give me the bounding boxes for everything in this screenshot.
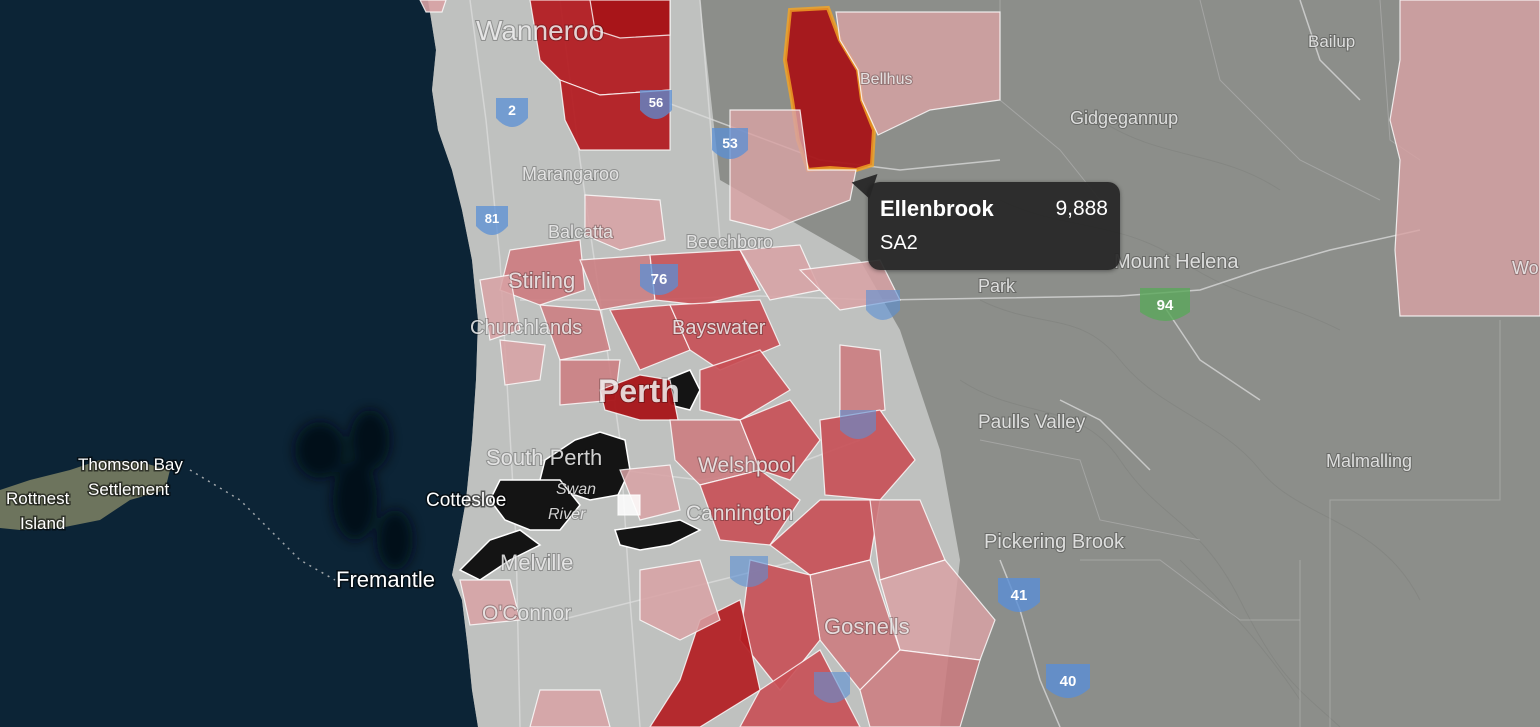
label-south-perth: South Perth bbox=[486, 445, 602, 470]
sa2-region[interactable] bbox=[739, 399, 821, 481]
hills-terrain bbox=[959, 119, 1421, 727]
route-56-shield: 56 bbox=[640, 90, 672, 119]
tooltip-region-value: 9,888 bbox=[1055, 197, 1108, 220]
label-gosnells: Gosnells bbox=[824, 614, 910, 639]
ferry-route bbox=[189, 469, 336, 581]
sa2-region[interactable] bbox=[539, 304, 611, 361]
route-40-shield: 40 bbox=[1046, 664, 1090, 698]
label-settlement: Settlement bbox=[88, 480, 170, 499]
label-rottnest: Rottnest bbox=[6, 489, 70, 508]
label-marangaroo: Marangaroo bbox=[522, 164, 619, 184]
route-81-shield: 81 bbox=[476, 206, 508, 235]
sa2-region[interactable] bbox=[584, 194, 666, 251]
label-cottesloe: Cottesloe bbox=[426, 490, 506, 511]
route-41-shield: 41 bbox=[998, 578, 1040, 612]
tooltip-region-type: SA2 bbox=[880, 232, 918, 254]
sa2-region[interactable] bbox=[649, 599, 761, 727]
label-beechboro: Beechboro bbox=[686, 232, 773, 252]
label-gidgegannup: Gidgegannup bbox=[1070, 108, 1178, 128]
route-76-shield: 76 bbox=[640, 264, 678, 295]
label-stirling: Stirling bbox=[508, 268, 575, 293]
svg-text:53: 53 bbox=[722, 135, 738, 151]
label-mount-helena: Mount Helena bbox=[1114, 251, 1239, 273]
label-bayswater: Bayswater bbox=[672, 317, 766, 339]
label-malmalling: Malmalling bbox=[1326, 451, 1412, 471]
svg-text:94: 94 bbox=[1157, 297, 1174, 314]
svg-text:41: 41 bbox=[1011, 587, 1028, 604]
label-churchlands: Churchlands bbox=[470, 317, 582, 339]
sa2-region[interactable] bbox=[1389, 0, 1540, 317]
no-data-regions bbox=[458, 369, 702, 581]
sa2-region[interactable] bbox=[739, 649, 861, 727]
route-2-shield: 2 bbox=[496, 98, 528, 127]
svg-text:40: 40 bbox=[1060, 673, 1077, 690]
reef-shallows bbox=[295, 410, 413, 570]
label-wooroloo-partial: Wo bbox=[1512, 258, 1539, 278]
label-welshpool: Welshpool bbox=[698, 454, 796, 477]
label-swan: Swan bbox=[556, 481, 596, 498]
highway-shield-small bbox=[814, 672, 850, 703]
rottnest-island bbox=[0, 460, 170, 530]
label-thomson-bay: Thomson Bay bbox=[78, 455, 183, 474]
sa2-region[interactable] bbox=[529, 689, 611, 727]
sa2-region[interactable] bbox=[617, 494, 641, 516]
label-balcatta: Balcatta bbox=[548, 222, 614, 242]
label-perth: Perth bbox=[598, 373, 680, 409]
highway-shields: 2 56 53 81 76 94 41 40 bbox=[476, 90, 1190, 703]
label-melville: Melville bbox=[500, 550, 573, 575]
region-tooltip: Ellenbrook 9,888 SA2 bbox=[868, 182, 1120, 270]
label-wanneroo: Wanneroo bbox=[476, 15, 604, 46]
label-bellhus: Bellhus bbox=[860, 71, 912, 88]
tooltip-region-name: Ellenbrook bbox=[880, 196, 994, 221]
sa2-region[interactable] bbox=[589, 0, 671, 39]
sa2-region[interactable] bbox=[499, 339, 546, 386]
sa2-region[interactable] bbox=[459, 579, 521, 626]
label-cannington: Cannington bbox=[686, 502, 793, 525]
sa2-region[interactable] bbox=[729, 109, 857, 231]
highway-shield-small bbox=[730, 556, 768, 587]
label-bailup: Bailup bbox=[1308, 32, 1355, 51]
choropleth-regions[interactable] bbox=[419, 0, 1540, 727]
svg-text:56: 56 bbox=[649, 95, 663, 110]
label-island: Island bbox=[20, 514, 65, 533]
sa2-region[interactable] bbox=[639, 559, 721, 641]
svg-text:2: 2 bbox=[508, 102, 516, 118]
sa2-region[interactable] bbox=[699, 349, 791, 421]
label-oconnor: O'Connor bbox=[482, 602, 571, 625]
svg-text:81: 81 bbox=[485, 211, 499, 226]
label-fremantle: Fremantle bbox=[336, 567, 435, 592]
sa2-region[interactable] bbox=[479, 274, 521, 341]
place-labels: Wanneroo Bellhus Bailup Gidgegannup Mara… bbox=[5, 14, 1540, 640]
label-park: Park bbox=[978, 276, 1016, 296]
route-53-shield: 53 bbox=[712, 128, 748, 159]
route-94-shield: 94 bbox=[1140, 288, 1190, 321]
sa2-region[interactable] bbox=[699, 469, 801, 546]
label-river: River bbox=[548, 506, 586, 523]
label-pickering-brook: Pickering Brook bbox=[984, 531, 1125, 553]
sa2-region[interactable] bbox=[419, 0, 447, 13]
highway-shield-small bbox=[866, 290, 900, 320]
svg-text:76: 76 bbox=[651, 271, 668, 288]
sa2-region[interactable] bbox=[835, 11, 1001, 136]
sa2-region[interactable] bbox=[839, 344, 886, 421]
highway-shield-small bbox=[840, 410, 876, 439]
label-paulls-valley: Paulls Valley bbox=[978, 412, 1086, 433]
sa2-region[interactable] bbox=[859, 649, 981, 727]
